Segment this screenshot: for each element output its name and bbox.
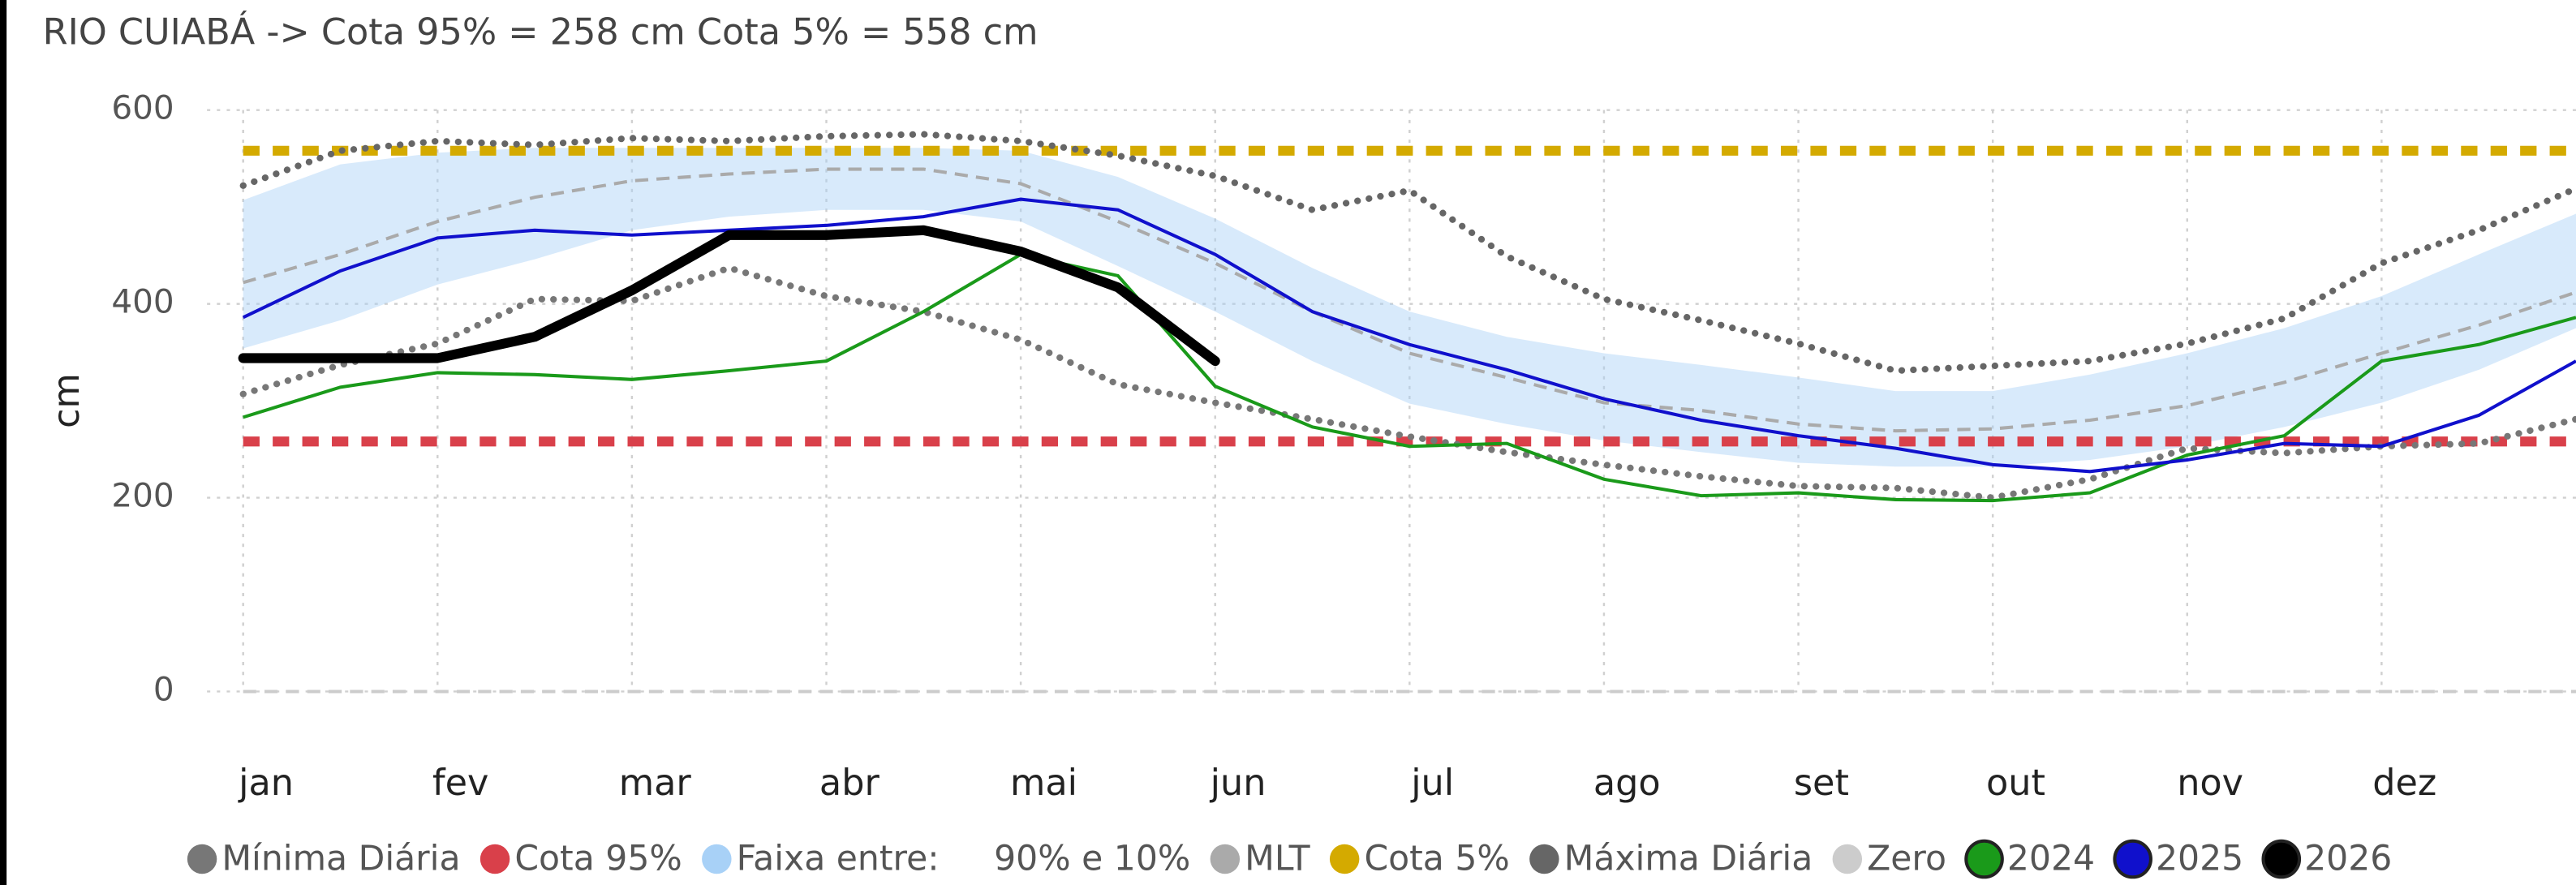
x-tick-label: jan — [238, 762, 294, 804]
y-tick-label: 200 — [111, 476, 174, 515]
legend-label: Mínima Diária — [221, 840, 460, 879]
legend-label: Faixa entre: 90% e 10% — [737, 840, 1191, 879]
legend-label: MLT — [1245, 840, 1311, 879]
chart-title: RIO CUIABÁ -> Cota 95% = 258 cm Cota 5% … — [43, 11, 1039, 54]
legend-marker — [1529, 844, 1559, 874]
legend-marker — [702, 844, 732, 874]
legend-marker — [480, 844, 510, 874]
legend-label: 2024 — [2007, 840, 2095, 879]
legend-label: Máxima Diária — [1564, 840, 1813, 879]
x-tick-label: mai — [1010, 762, 1077, 804]
series-line — [239, 264, 2576, 501]
legend-label: 2026 — [2304, 840, 2392, 879]
series-line — [239, 131, 2576, 375]
x-tick-label: out — [1986, 762, 2045, 804]
series-line — [238, 225, 1220, 367]
legend-marker — [1832, 844, 1863, 874]
legend-label: Cota 5% — [1364, 840, 1509, 879]
legend-marker — [1210, 844, 1241, 874]
left-border — [0, 0, 7, 885]
legend-marker — [2113, 839, 2152, 879]
x-tick-label: jun — [1210, 762, 1266, 804]
x-tick-label: mar — [619, 762, 692, 804]
y-tick-label: 0 — [153, 669, 174, 708]
legend-marker — [1329, 844, 1360, 874]
y-tick-label: 600 — [111, 88, 174, 127]
x-tick-label: jul — [1410, 762, 1454, 804]
x-tick-label: dez — [2372, 762, 2436, 804]
series-line — [242, 197, 2576, 474]
series-line — [243, 252, 2576, 503]
x-tick-label: fev — [432, 762, 488, 804]
legend-label: 2025 — [2156, 840, 2243, 879]
band — [243, 148, 2576, 467]
x-tick-label: abr — [819, 762, 880, 804]
legend-label: Cota 95% — [514, 840, 682, 879]
legend-label: Zero — [1867, 840, 1946, 879]
legend-marker — [187, 844, 217, 874]
y-axis-label: cm — [45, 373, 88, 428]
x-tick-label: nov — [2177, 762, 2243, 804]
x-tick-label: set — [1794, 762, 1849, 804]
legend-marker — [2261, 839, 2302, 879]
x-tick-label: ago — [1593, 762, 1661, 804]
legend-marker — [1964, 839, 2004, 879]
y-tick-label: 400 — [111, 282, 174, 321]
